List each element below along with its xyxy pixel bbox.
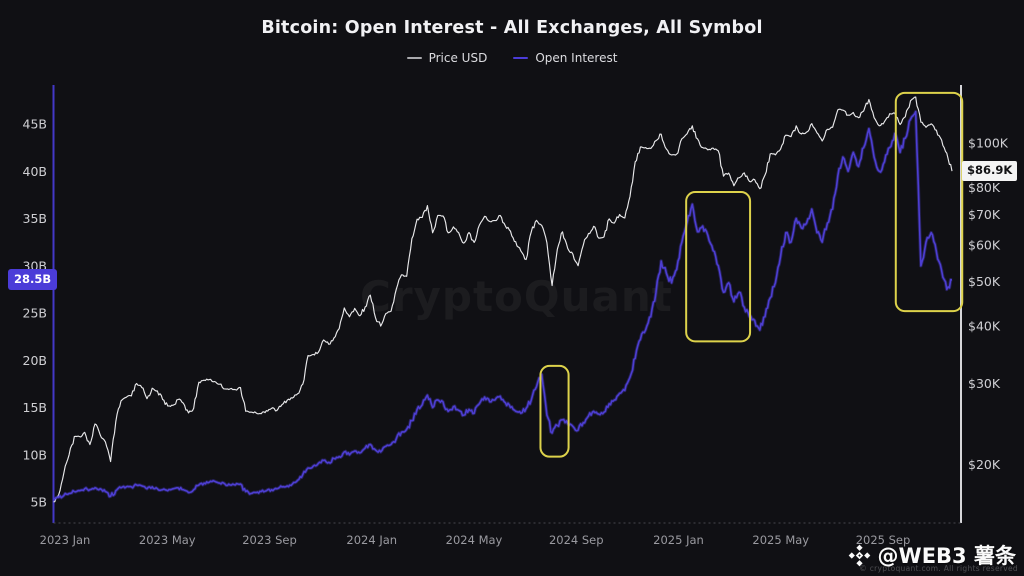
x-tick-label: 2025 May — [752, 533, 809, 547]
y-right-tick-label: $50K — [968, 274, 1001, 289]
y-left-tick-label: 5B — [30, 495, 47, 510]
x-tick-label: 2024 May — [446, 533, 503, 547]
y-left-tick-label: 20B — [23, 353, 47, 368]
open-interest-line — [53, 110, 953, 500]
y-right-tick-label: $40K — [968, 319, 1001, 334]
chart-title: Bitcoin: Open Interest - All Exchanges, … — [261, 18, 763, 38]
x-tick-label: 2024 Jan — [346, 533, 397, 547]
x-tick-label: 2023 Jan — [40, 533, 91, 547]
copyright-text: © cryptoquant.com. All rights reserved — [859, 564, 1018, 573]
y-right-tick-label: $80K — [968, 180, 1001, 195]
x-tick-label: 2023 Sep — [242, 533, 297, 547]
y-left-tick-label: 10B — [23, 447, 47, 462]
x-tick-label: 2024 Sep — [549, 533, 604, 547]
price-value-badge: $86.9K — [962, 161, 1018, 181]
x-tick-label: 2025 Jan — [653, 533, 704, 547]
y-right-tick-label: $20K — [968, 457, 1001, 472]
y-left-tick-label: 35B — [23, 211, 47, 226]
open-interest-line-glow — [52, 110, 953, 501]
y-left-tick-label: 40B — [23, 164, 47, 179]
legend-label-open-interest: Open Interest — [535, 51, 618, 65]
price-usd-line — [53, 96, 953, 503]
y-left-tick-label: 45B — [23, 117, 47, 132]
x-tick-label: 2023 May — [139, 533, 196, 547]
chart-legend: Price USD Open Interest — [0, 51, 1024, 65]
y-left-tick-label: 25B — [23, 306, 47, 321]
highlight-box — [539, 364, 570, 458]
open-interest-value-badge: 28.5B — [8, 268, 58, 291]
y-right-tick-label: $70K — [968, 207, 1001, 222]
price-line-swatch — [406, 57, 422, 59]
y-right-tick-label: $60K — [968, 238, 1001, 253]
open-interest-line-swatch — [513, 57, 529, 59]
legend-item-price-usd[interactable]: Price USD — [406, 51, 488, 65]
legend-label-price-usd: Price USD — [428, 51, 488, 65]
author-watermark: @WEB3 薯条 — [847, 540, 1016, 570]
diamond-logo-icon — [848, 544, 870, 566]
author-handle: @WEB3 薯条 — [877, 544, 1016, 568]
highlight-box — [685, 191, 752, 343]
y-left-tick-label: 15B — [23, 400, 47, 415]
y-right-tick-label: $100K — [968, 136, 1009, 151]
legend-item-open-interest[interactable]: Open Interest — [513, 51, 617, 65]
y-right-tick-label: $30K — [968, 376, 1001, 391]
highlight-box — [894, 91, 964, 313]
x-tick-label: 2025 Sep — [856, 533, 911, 547]
